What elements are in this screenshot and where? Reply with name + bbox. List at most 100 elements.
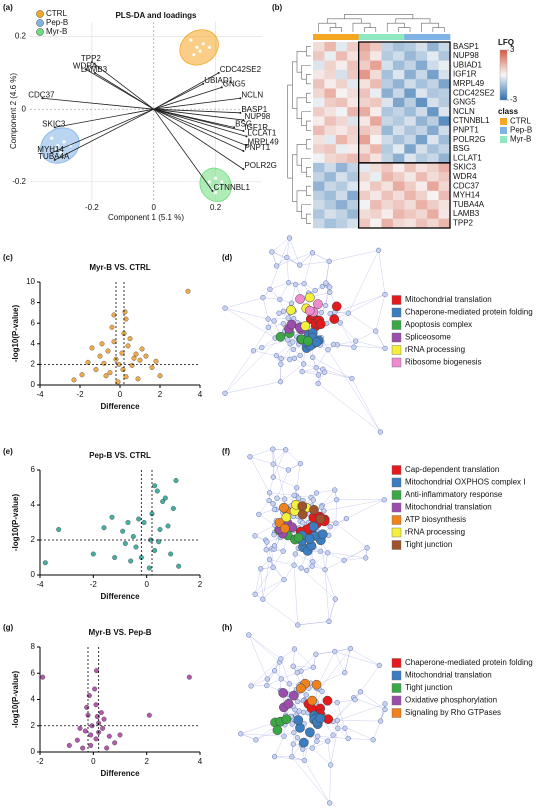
heat-cell	[347, 42, 359, 52]
heat-cell	[404, 162, 417, 173]
edge	[327, 552, 345, 561]
heat-cell	[347, 51, 359, 61]
heat-cell	[415, 69, 428, 80]
edge	[348, 294, 386, 314]
node	[333, 520, 339, 526]
heat-cell	[381, 162, 394, 173]
heat-cell	[313, 181, 325, 192]
node	[290, 346, 297, 353]
node	[310, 664, 316, 670]
panel-label: (b)	[272, 3, 283, 12]
node	[382, 291, 388, 298]
heat-cell	[404, 79, 417, 89]
legend-label: rRNA processing	[405, 528, 465, 537]
point	[135, 376, 141, 382]
edge	[266, 670, 275, 686]
point	[112, 740, 118, 746]
row-label: NUP98	[453, 51, 479, 60]
node	[269, 249, 275, 255]
heat-cell	[427, 209, 439, 219]
heat-cell	[313, 116, 325, 126]
point	[103, 373, 109, 379]
x-tick-label: -2	[90, 580, 98, 589]
point	[101, 525, 107, 531]
edge	[350, 648, 380, 666]
node	[294, 735, 301, 741]
heat-cell	[335, 162, 348, 173]
legend-swatch	[391, 540, 402, 550]
legend-label: Chaperone-mediated protein folding	[405, 308, 533, 317]
heat-cell	[392, 107, 405, 117]
heat-cell	[392, 162, 405, 173]
node	[370, 737, 376, 743]
dendrogram-branch	[395, 18, 431, 24]
heat-cell	[415, 88, 428, 99]
heat-cell	[392, 97, 405, 108]
legend-label: Chaperone-mediated protein folding	[405, 658, 533, 667]
loading-arrow	[94, 72, 154, 110]
heat-cell	[370, 88, 382, 99]
heat-cell	[347, 135, 359, 145]
heat-cell	[415, 153, 428, 164]
heat-cell	[438, 60, 451, 71]
heat-cell	[427, 190, 439, 201]
node	[331, 301, 342, 312]
edge	[291, 284, 296, 304]
heat-cell	[404, 60, 417, 71]
heat-cell	[381, 200, 394, 210]
edge	[321, 489, 335, 506]
dendrogram-branch	[306, 120, 311, 131]
heat-cell	[370, 51, 382, 61]
edge	[286, 257, 289, 283]
node	[303, 692, 309, 698]
y-axis-label: -log10(P-value)	[11, 670, 20, 728]
edge	[296, 463, 301, 488]
node	[257, 566, 264, 572]
point	[185, 288, 191, 294]
heat-cell	[404, 125, 417, 136]
node	[297, 509, 308, 520]
row-label: WDR4	[453, 172, 477, 181]
score-point	[53, 147, 57, 151]
node	[263, 547, 269, 553]
panel-label: (c)	[3, 253, 13, 262]
x-tick-label: -4	[36, 390, 44, 399]
node	[293, 715, 304, 725]
heat-cell	[358, 69, 371, 80]
edge	[273, 449, 286, 465]
heat-cell	[313, 144, 325, 154]
edge	[249, 456, 274, 465]
edge	[293, 666, 314, 668]
confidence-ellipse	[199, 167, 232, 203]
heat-cell	[358, 88, 371, 99]
edge	[274, 736, 285, 757]
loading-label: POLR2G	[244, 161, 276, 170]
loading-label: PNPT1	[244, 143, 270, 152]
loading-tip	[242, 119, 245, 122]
node	[334, 496, 340, 503]
node	[287, 356, 293, 363]
node	[292, 281, 299, 288]
heat-cell	[335, 172, 348, 182]
heat-cell	[381, 209, 394, 219]
dendrogram-branch	[292, 154, 297, 202]
edge	[325, 285, 329, 306]
legend-label: Signaling by Rho GTPases	[405, 708, 501, 717]
node	[280, 308, 287, 314]
node	[301, 281, 307, 287]
node	[300, 321, 311, 331]
node	[271, 753, 278, 760]
node	[351, 344, 357, 350]
node	[323, 280, 329, 286]
heat-cell	[404, 172, 417, 182]
heat-cell	[335, 181, 348, 192]
heat-cell	[335, 79, 348, 89]
heat-cell	[358, 107, 371, 117]
heat-cell	[427, 60, 439, 71]
loading-label: LAMB3	[81, 65, 108, 74]
dendrogram-branch	[432, 27, 445, 32]
heat-cell	[313, 162, 325, 173]
node	[270, 564, 276, 571]
score-point	[207, 45, 212, 50]
legend-label: Ribosome biogenesis	[405, 358, 482, 367]
